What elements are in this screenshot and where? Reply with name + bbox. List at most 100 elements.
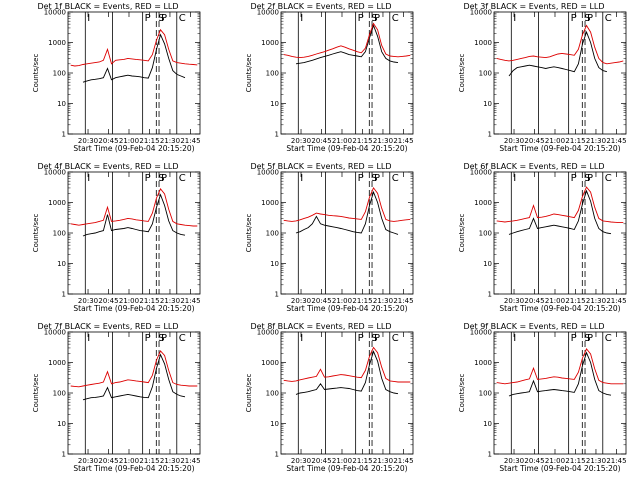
y-axis-label: Counts/sec [32, 54, 40, 93]
x-tick-label: 21:30 [373, 457, 393, 465]
y-tick-label: 10 [483, 260, 492, 268]
x-tick-label: 21:30 [160, 137, 180, 145]
plot-frame [67, 11, 201, 135]
series-line-lld [70, 28, 198, 67]
y-tick-label: 1000 [48, 39, 66, 47]
interval-mark: C [179, 173, 186, 184]
interval-mark: P [587, 13, 593, 24]
x-tick-label: 21:15 [565, 457, 585, 465]
interval-mark: P [161, 13, 167, 24]
x-tick-label: 21:45 [180, 297, 200, 305]
interval-mark: P [571, 13, 577, 24]
interval-mark: C [392, 333, 399, 344]
y-tick-label: 100 [479, 230, 492, 238]
interval-mark: S [158, 173, 164, 184]
y-tick-label: 10000 [257, 169, 279, 177]
panel-title: Det 1f BLACK = Events, RED = LLD [37, 2, 178, 11]
detector-panel-8: Det 8f BLACK = Events, RED = LLD 1 10 100 10… [245, 322, 414, 473]
x-tick-label: 21:30 [160, 457, 180, 465]
plot-frame [280, 11, 414, 135]
detector-panel-2: Det 2f BLACK = Events, RED = LLD 1 10 100 10… [245, 2, 414, 153]
interval-mark: I [513, 13, 516, 24]
x-tick-label: 21:45 [393, 457, 413, 465]
interval-mark: I [300, 333, 303, 344]
y-tick-label: 100 [53, 70, 66, 78]
x-tick-label: 20:30 [504, 137, 524, 145]
interval-mark: C [605, 333, 612, 344]
y-tick-label: 1 [62, 291, 66, 299]
x-tick-label: 20:45 [311, 137, 331, 145]
y-tick-label: 100 [266, 390, 279, 398]
interval-mark: S [584, 333, 590, 344]
x-axis-label: Start Time (09-Feb-04 20:15:20) [286, 464, 407, 473]
interval-mark: C [179, 333, 186, 344]
x-tick-label: 21:30 [586, 297, 606, 305]
interval-mark: I [300, 173, 303, 184]
x-tick-label: 21:15 [565, 297, 585, 305]
x-tick-label: 20:30 [291, 457, 311, 465]
plot-frame [493, 11, 627, 135]
y-tick-label: 100 [479, 390, 492, 398]
panel-title: Det 4f BLACK = Events, RED = LLD [37, 162, 178, 171]
series-line-events [295, 24, 399, 65]
panel-title: Det 2f BLACK = Events, RED = LLD [250, 2, 391, 11]
interval-mark: S [584, 173, 590, 184]
interval-mark: I [513, 333, 516, 344]
y-axis-label: Counts/sec [245, 54, 253, 93]
y-tick-label: 100 [53, 390, 66, 398]
x-tick-label: 21:30 [373, 137, 393, 145]
y-tick-label: 1000 [474, 199, 492, 207]
x-axis-label: Start Time (09-Feb-04 20:15:20) [286, 304, 407, 313]
x-tick-label: 20:30 [78, 137, 98, 145]
interval-mark: I [513, 173, 516, 184]
x-tick-label: 21:15 [565, 137, 585, 145]
x-tick-label: 20:30 [291, 137, 311, 145]
x-tick-label: 21:45 [180, 137, 200, 145]
y-tick-label: 1 [275, 291, 279, 299]
interval-mark: S [371, 333, 377, 344]
y-axis-label: Counts/sec [32, 214, 40, 253]
x-tick-label: 21:45 [606, 137, 626, 145]
y-tick-label: 10000 [44, 169, 66, 177]
series-line-events [82, 353, 186, 401]
x-tick-label: 21:00 [119, 297, 139, 305]
x-tick-label: 21:15 [352, 137, 372, 145]
x-tick-label: 21:15 [352, 297, 372, 305]
interval-mark: P [571, 333, 577, 344]
interval-mark: P [145, 333, 151, 344]
y-tick-label: 1000 [261, 39, 279, 47]
interval-mark: P [358, 13, 364, 24]
x-tick-label: 20:45 [311, 457, 331, 465]
plot-frame [67, 171, 201, 295]
interval-mark: I [300, 13, 303, 24]
y-tick-label: 10 [57, 100, 66, 108]
y-tick-label: 1 [62, 131, 66, 139]
y-tick-label: 1 [488, 451, 492, 459]
y-tick-label: 1 [275, 131, 279, 139]
x-tick-label: 21:00 [119, 457, 139, 465]
x-tick-label: 21:00 [545, 457, 565, 465]
interval-mark: S [371, 173, 377, 184]
x-axis-label: Start Time (09-Feb-04 20:15:20) [499, 144, 620, 153]
x-tick-label: 20:45 [524, 297, 544, 305]
x-tick-label: 21:00 [332, 137, 352, 145]
y-tick-label: 10 [270, 100, 279, 108]
y-tick-label: 1 [275, 451, 279, 459]
interval-mark: C [605, 173, 612, 184]
x-tick-label: 21:30 [160, 297, 180, 305]
x-axis-label: Start Time (09-Feb-04 20:15:20) [73, 144, 194, 153]
y-axis-label: Counts/sec [458, 214, 466, 253]
y-tick-label: 100 [479, 70, 492, 78]
interval-mark: P [358, 333, 364, 344]
interval-mark: C [605, 13, 612, 24]
interval-mark: C [392, 173, 399, 184]
interval-mark: S [158, 333, 164, 344]
y-tick-label: 1000 [474, 359, 492, 367]
y-tick-label: 10 [270, 260, 279, 268]
x-tick-label: 20:45 [524, 457, 544, 465]
x-tick-label: 21:15 [352, 457, 372, 465]
y-tick-label: 100 [266, 230, 279, 238]
detector-panel-5: Det 5f BLACK = Events, RED = LLD 1 10 100 10… [245, 162, 414, 313]
